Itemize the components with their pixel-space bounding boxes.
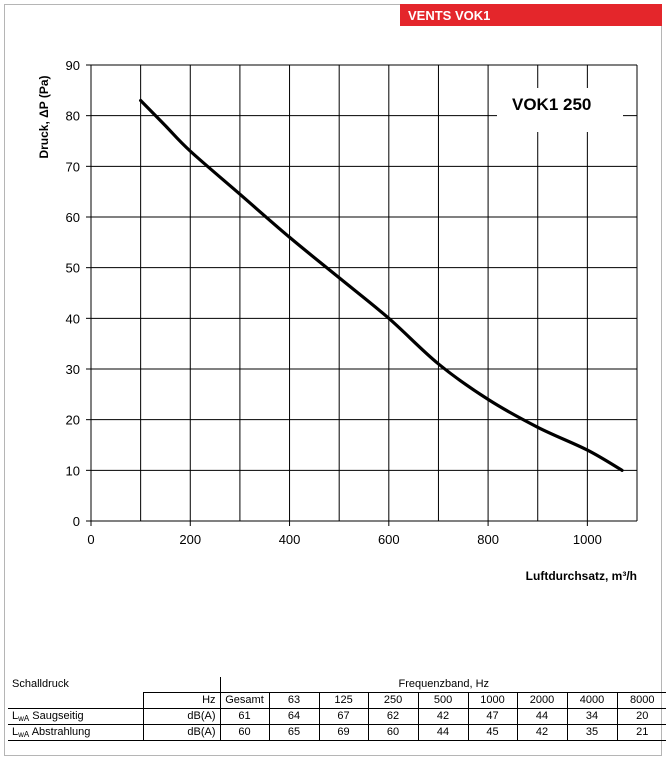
table-cell: 44 (516, 708, 568, 725)
x-tick-label: 400 (279, 532, 301, 547)
y-tick-label: 50 (66, 261, 80, 276)
x-axis-label: Luftdurchsatz, m³/h (526, 569, 637, 583)
table-cell: 47 (467, 708, 518, 725)
band-header: Frequenzband, Hz (219, 677, 666, 693)
blank-cell (8, 692, 144, 709)
frequency-row: Hz Gesamt 63 125 250 500 1000 2000 4000 8000 (8, 692, 666, 709)
frequency-header-cell: 1000 (467, 692, 518, 709)
row-unit: dB(A) (142, 708, 221, 725)
sound-table: Schalldruck Frequenzband, Hz Hz Gesamt 63… (8, 677, 666, 741)
y-tick-label: 40 (66, 311, 80, 326)
table-cell: 42 (417, 708, 469, 725)
y-tick-label: 0 (73, 514, 80, 529)
series-line (139, 98, 624, 472)
table-row: LwA Abstrahlung dB(A) 60 65 69 60 44 45 42 35 21 (8, 724, 666, 741)
axes (86, 64, 637, 526)
table-cell: 20 (616, 708, 666, 725)
legend-label: VOK1 250 (512, 95, 591, 114)
y-axis-label: Druck, ΔP (Pa) (37, 75, 51, 158)
frequency-header-cell: 4000 (566, 692, 618, 709)
grid (91, 64, 638, 521)
table-cell: 42 (516, 724, 568, 741)
x-tick-label: 1000 (573, 532, 602, 547)
y-tick-label: 90 (66, 58, 80, 73)
frequency-header-cell: 8000 (616, 692, 666, 709)
table-cell: 69 (318, 724, 369, 741)
frequency-header-cell: 500 (417, 692, 469, 709)
table-title: Schalldruck (8, 677, 221, 693)
hz-unit: Hz (142, 692, 221, 709)
legend-box: VOK1 250 (497, 88, 623, 132)
x-tick-label: 600 (378, 532, 400, 547)
table-cell: 45 (467, 724, 518, 741)
table-cell: 64 (268, 708, 320, 725)
table-cell: 44 (417, 724, 469, 741)
row-unit: dB(A) (142, 724, 221, 741)
x-tick-label: 0 (87, 532, 94, 547)
table-cell: 62 (367, 708, 419, 725)
table-cell: 60 (219, 724, 270, 741)
page-frame (4, 4, 662, 756)
table-cell: 21 (616, 724, 666, 741)
frequency-header-cell: 63 (268, 692, 320, 709)
pressure-chart: 0 200 400 600 800 1000 0 10 20 30 40 50 60 70 80 90 VO… (37, 58, 638, 583)
table-cell: 35 (566, 724, 618, 741)
frequency-header-cell: 2000 (516, 692, 568, 709)
x-tick-label: 800 (477, 532, 499, 547)
y-tick-label: 80 (66, 109, 80, 124)
table-cell: 60 (367, 724, 419, 741)
row-label: LwA Abstrahlung (8, 724, 144, 741)
y-tick-label: 70 (66, 159, 80, 174)
y-tick-label: 30 (66, 362, 80, 377)
y-tick-labels: 0 10 20 30 40 50 60 70 80 90 (66, 58, 80, 529)
table-row: LwA Saugseitig dB(A) 61 64 67 62 42 47 44 34 20 (8, 708, 666, 725)
x-tick-label: 200 (179, 532, 201, 547)
table-cell: 34 (566, 708, 618, 725)
brand-banner: VENTS VOK1 (400, 4, 662, 26)
table-cell: 67 (318, 708, 369, 725)
frequency-header-cell: Gesamt (219, 692, 270, 709)
y-tick-label: 20 (66, 413, 80, 428)
frequency-header-cell: 125 (318, 692, 369, 709)
series (139, 98, 624, 472)
table-title-row: Schalldruck Frequenzband, Hz (8, 677, 666, 693)
legend-background (497, 88, 623, 132)
table-cell: 65 (268, 724, 320, 741)
row-label: LwA Saugseitig (8, 708, 144, 725)
brand-label: VENTS VOK1 (408, 7, 491, 23)
x-tick-labels: 0 200 400 600 800 1000 (87, 532, 601, 547)
y-tick-label: 10 (66, 463, 80, 478)
table-cell: 61 (219, 708, 270, 725)
y-tick-label: 60 (66, 210, 80, 225)
frequency-header-cell: 250 (367, 692, 419, 709)
